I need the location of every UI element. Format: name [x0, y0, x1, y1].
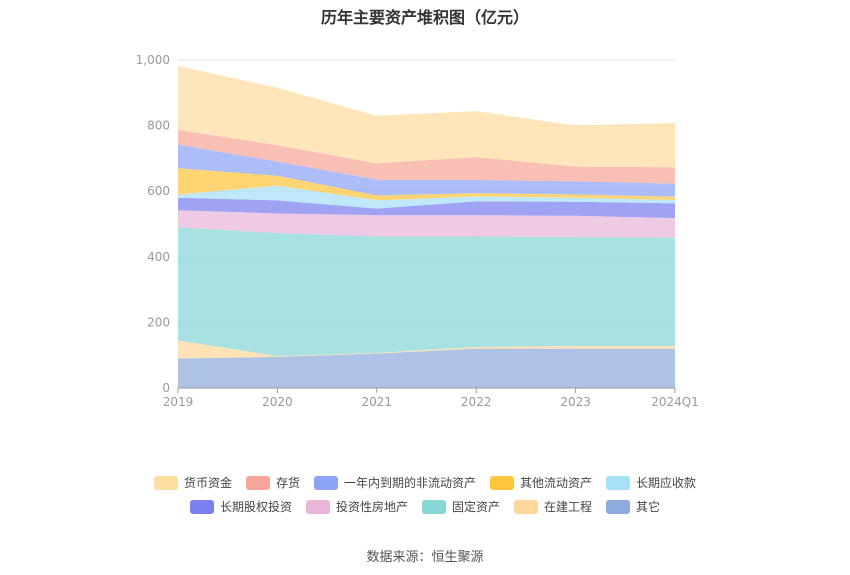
legend-label: 一年内到期的非流动资产 [343, 476, 476, 490]
legend-label: 其它 [636, 500, 661, 514]
legend-swatch [606, 475, 631, 490]
legend-item-货币资金[interactable]: 货币资金 [153, 474, 232, 491]
y-tick-label: 200 [147, 315, 170, 329]
legend-swatch [421, 499, 446, 514]
area-投资性房地产 [178, 210, 675, 238]
legend-item-投资性房地产[interactable]: 投资性房地产 [305, 498, 408, 515]
area-长期股权投资 [178, 197, 675, 219]
legend-row-1: 货币资金 存货 一年内到期的非流动资产 其他流动资产 长期应收款 [0, 474, 850, 491]
legend-item-存货[interactable]: 存货 [245, 474, 300, 491]
x-tick-label: 2023 [560, 395, 591, 409]
legend-swatch [153, 475, 178, 490]
x-tick-label: 2020 [262, 395, 293, 409]
area-货币资金 [178, 65, 675, 168]
legend-label: 货币资金 [183, 476, 232, 490]
legend-label: 存货 [275, 476, 300, 490]
area-一年内到期的非流动资产 [178, 144, 675, 197]
legend-item-长期应收款[interactable]: 长期应收款 [606, 474, 696, 491]
legend-swatch [606, 499, 631, 514]
legend-item-其他流动资产[interactable]: 其他流动资产 [490, 474, 592, 491]
y-tick-label: 0 [162, 381, 170, 395]
legend-item-长期股权投资[interactable]: 长期股权投资 [189, 498, 292, 515]
y-tick-label: 800 [147, 119, 170, 133]
legend-item-在建工程[interactable]: 在建工程 [514, 498, 592, 515]
legend-row-2: 长期股权投资 投资性房地产 固定资产 在建工程 其它 [0, 498, 850, 515]
x-tick-label: 2021 [362, 395, 393, 409]
legend-swatch [305, 499, 330, 514]
x-tick-label: 2024Q1 [651, 395, 699, 409]
legend-label: 投资性房地产 [335, 500, 408, 514]
legend-item-固定资产[interactable]: 固定资产 [421, 498, 500, 515]
y-tick-label: 600 [147, 184, 170, 198]
area-其他流动资产 [178, 168, 675, 201]
legend-swatch [245, 475, 270, 490]
legend-swatch [490, 475, 514, 490]
legend-label: 固定资产 [451, 500, 500, 514]
x-tick-label: 2022 [461, 395, 492, 409]
legend-item-其它[interactable]: 其它 [606, 498, 660, 515]
chart-title: 历年主要资产堆积图（亿元） [320, 8, 529, 27]
area-存货 [178, 129, 675, 184]
legend-label: 长期应收款 [636, 476, 697, 490]
legend-swatch [189, 499, 214, 514]
axes: 0 200 400 600 800 1,000 2019 2020 2021 2022 2023 20… [136, 53, 699, 409]
legend-swatch [313, 475, 338, 490]
data-source: 数据来源：恒生聚源 [366, 550, 484, 565]
area-其它 [178, 348, 675, 388]
legend-label: 在建工程 [544, 500, 593, 514]
area-长期应收款 [178, 185, 675, 209]
legend-item-一年内到期的非流动资产[interactable]: 一年内到期的非流动资产 [313, 474, 476, 491]
area-series [178, 65, 675, 388]
y-tick-label: 400 [147, 250, 170, 264]
area-在建工程 [178, 340, 675, 359]
y-tick-label: 1,000 [136, 53, 170, 67]
stacked-area-chart: 0 200 400 600 800 1,000 2019 2020 2021 2022 2023 20… [136, 53, 699, 409]
area-固定资产 [178, 227, 675, 357]
legend-swatch [514, 499, 538, 514]
legend-label: 长期股权投资 [219, 500, 292, 514]
x-tick-label: 2019 [163, 395, 194, 409]
legend-label: 其他流动资产 [520, 476, 593, 490]
